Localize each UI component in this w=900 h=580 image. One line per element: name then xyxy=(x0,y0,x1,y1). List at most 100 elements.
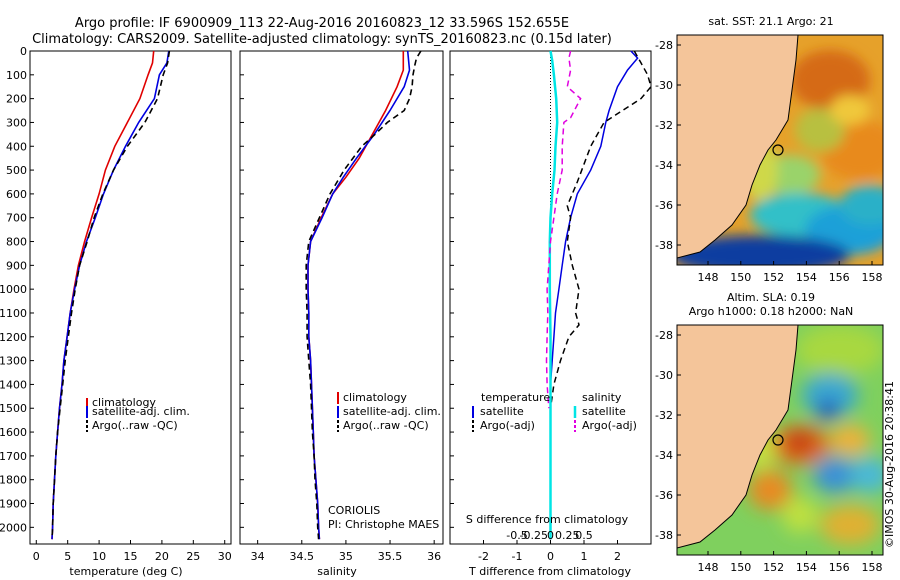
series-line-satellite-adj-clim xyxy=(307,50,411,540)
temperature-axes xyxy=(29,50,232,545)
temperature-legend: climatology satellite-adj. clim. Argo(..… xyxy=(86,396,190,432)
temperature-series xyxy=(51,50,171,540)
t-difference-label: T difference from climatology xyxy=(468,565,631,578)
depth-tick-label: 2000 xyxy=(0,521,27,534)
x-tick-label: 20 xyxy=(155,550,169,563)
lon-tick-label: 158 xyxy=(862,271,883,284)
lon-tick-label: 150 xyxy=(730,271,751,284)
lat-tick-label: -38 xyxy=(655,239,673,252)
depth-tick-label: 1000 xyxy=(0,283,27,296)
x-tick-label: 5 xyxy=(64,550,71,563)
legend-salinity-heading: salinity xyxy=(582,391,622,404)
temperature-axis-label: temperature (deg C) xyxy=(69,565,182,578)
data-centre-label: CORIOLIS xyxy=(328,504,380,517)
legend-temperature-heading: temperature xyxy=(481,391,550,404)
lon-tick-label: 156 xyxy=(829,561,850,574)
sla-lat-ticks: -28 -30 -32 -34 -36 -38 xyxy=(655,329,681,542)
legend-s-satellite: satellite xyxy=(582,405,626,418)
legend-t-argo: Argo(-adj) xyxy=(480,419,535,432)
lat-tick-label: -32 xyxy=(655,119,673,132)
sla-map-image xyxy=(677,325,883,555)
x-tick-label: 25 xyxy=(186,550,200,563)
lon-tick-label: 148 xyxy=(698,561,719,574)
depth-tick-label: 500 xyxy=(6,164,27,177)
sla-lon-ticks: 148 150 152 154 156 158 xyxy=(698,551,883,574)
lon-tick-label: 152 xyxy=(763,561,784,574)
lon-tick-label: 154 xyxy=(796,561,817,574)
x-tick-label: 35 xyxy=(339,550,353,563)
argo-height-title: Argo h1000: 0.18 h2000: NaN xyxy=(689,305,854,318)
imos-credit: ©IMOS 30-Aug-2016 20:38:41 xyxy=(883,381,896,548)
lat-tick-label: -28 xyxy=(655,39,673,52)
legend-argo: Argo(..raw -QC) xyxy=(343,419,429,432)
lat-tick-label: -30 xyxy=(655,369,673,382)
depth-tick-label: 300 xyxy=(6,116,27,129)
s-diff-tick-label: 0 xyxy=(547,529,554,542)
sst-lon-ticks: 148 150 152 154 156 158 xyxy=(698,261,883,284)
salinity-axes xyxy=(239,50,444,545)
float-location-marker xyxy=(772,144,784,156)
sst-map-title: sat. SST: 21.1 Argo: 21 xyxy=(708,15,833,28)
s-diff-tick-label: -0.25 xyxy=(520,529,548,542)
legend-climatology: climatology xyxy=(92,396,156,409)
s-diff-tick-label: 0.5 xyxy=(575,529,593,542)
x-tick-label: 10 xyxy=(92,550,106,563)
legend-argo: Argo(..raw -QC) xyxy=(92,419,178,432)
salinity-axis-label: salinity xyxy=(317,565,357,578)
series-line-argo-raw-qc xyxy=(51,50,171,540)
difference-x-ticks: -2 -1 0 1 2 xyxy=(478,540,621,563)
x-tick-label: 34.5 xyxy=(290,550,315,563)
series-line-climatology xyxy=(307,51,405,540)
lat-tick-label: -36 xyxy=(655,489,673,502)
series-line-argo-raw-qc xyxy=(305,50,422,540)
series-line-satellite-adj-clim xyxy=(51,50,170,540)
lon-tick-label: 148 xyxy=(698,271,719,284)
x-tick-label: -1 xyxy=(512,550,523,563)
salinity-series xyxy=(305,50,422,540)
depth-tick-label: 1700 xyxy=(0,450,27,463)
depth-tick-label: 1800 xyxy=(0,474,27,487)
lat-tick-label: -32 xyxy=(655,409,673,422)
lon-tick-label: 158 xyxy=(862,561,883,574)
sst-map-image xyxy=(677,35,883,265)
depth-tick-label: 900 xyxy=(6,259,27,272)
depth-tick-label: 700 xyxy=(6,212,27,225)
x-tick-label: 15 xyxy=(124,550,138,563)
series-line-s-satellite xyxy=(548,50,559,540)
x-tick-label: 30 xyxy=(218,550,232,563)
legend-satellite: satellite-adj. clim. xyxy=(343,405,441,418)
temperature-x-ticks: 0 5 10 15 20 25 30 xyxy=(33,540,232,563)
legend-climatology: climatology xyxy=(343,391,407,404)
depth-tick-label: 1100 xyxy=(0,307,27,320)
sst-lat-ticks: -28 -30 -32 -34 -36 -38 xyxy=(655,39,681,252)
lat-tick-label: -36 xyxy=(655,199,673,212)
depth-tick-label: 800 xyxy=(6,236,27,249)
lat-tick-label: -28 xyxy=(655,329,673,342)
series-line-t-argo-adj xyxy=(549,50,652,540)
legend-t-satellite: satellite xyxy=(480,405,524,418)
x-tick-label: 0 xyxy=(33,550,40,563)
x-tick-label: 36 xyxy=(427,550,441,563)
figure-title-line2: Climatology: CARS2009. Satellite-adjuste… xyxy=(32,32,612,47)
depth-tick-label: 0 xyxy=(20,45,27,58)
float-location-marker xyxy=(772,434,784,446)
depth-tick-label: 400 xyxy=(6,140,27,153)
lon-tick-label: 150 xyxy=(730,561,751,574)
depth-tick-label: 1300 xyxy=(0,355,27,368)
x-tick-label: 35.5 xyxy=(378,550,403,563)
x-tick-label: 34 xyxy=(251,550,265,563)
series-line-t-satellite xyxy=(549,50,639,540)
lat-tick-label: -38 xyxy=(655,529,673,542)
lat-tick-label: -34 xyxy=(655,159,673,172)
s-diff-tick-label: -0.5 xyxy=(506,529,527,542)
difference-series xyxy=(545,50,652,540)
x-tick-label: -2 xyxy=(478,550,489,563)
sla-title: Altim. SLA: 0.19 xyxy=(727,291,815,304)
figure-title-line1: Argo profile: IF 6900909_113 22-Aug-2016… xyxy=(75,16,569,31)
depth-tick-label: 200 xyxy=(6,93,27,106)
salinity-legend: climatology satellite-adj. clim. Argo(..… xyxy=(337,391,441,432)
depth-axis-labels: 0 100 200 300 400 500 600 700 800 900 1000 1100 1200… xyxy=(0,45,454,534)
x-tick-label: 2 xyxy=(614,550,621,563)
s-diff-tick-label: 0.25 xyxy=(555,529,580,542)
